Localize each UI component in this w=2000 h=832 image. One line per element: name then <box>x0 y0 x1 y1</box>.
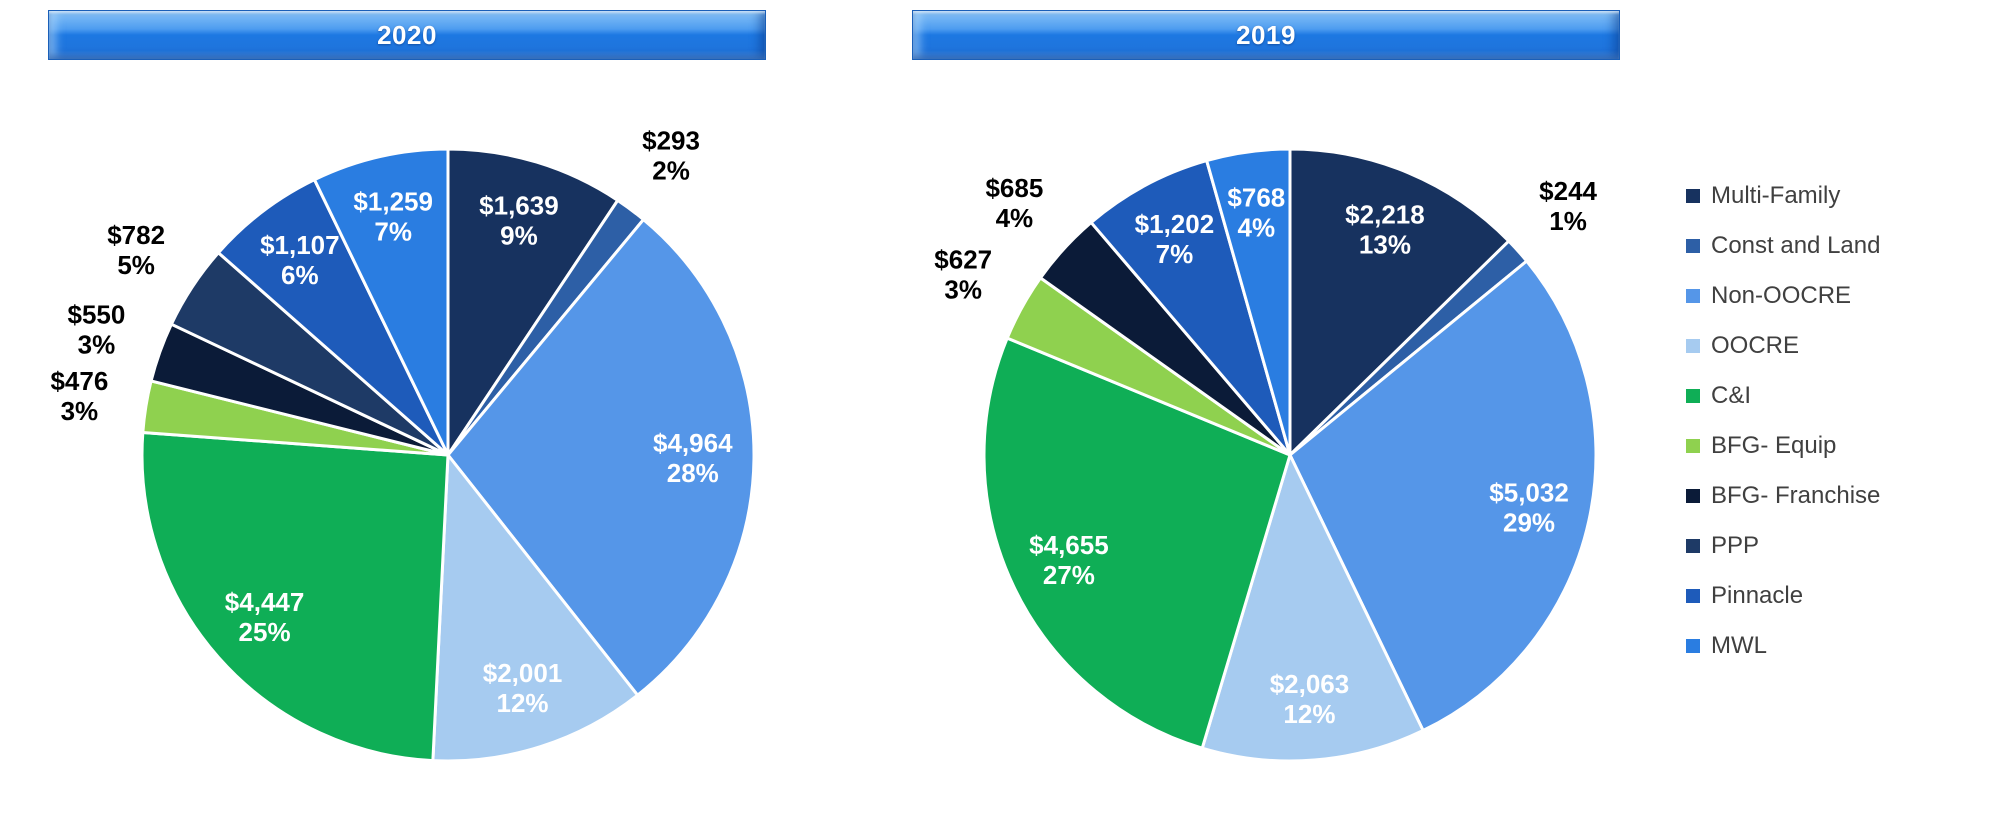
legend-swatch-icon <box>1686 489 1700 503</box>
chart-title-2020: 2020 <box>377 19 437 50</box>
pie-slice-OOCRE <box>431 453 640 763</box>
slice-label-BFG- Franchise: $685 4% <box>985 173 1043 233</box>
pie-chart-2020: $1,639 9% $293 2% $4,964 28% $2,001 12% $4,447 25… <box>50 126 756 763</box>
slice-label-C&I: $4,447 25% <box>225 587 305 647</box>
pie-chart-2019: $2,218 13% $244 1% $5,032 29% $2,063 12% $4,655 2… <box>934 147 1598 763</box>
slice-label-OOCRE: $2,001 12% <box>483 658 563 718</box>
slice-label-Pinnacle: $1,107 6% <box>260 230 340 290</box>
slice-label-OOCRE: $2,063 12% <box>1270 669 1350 729</box>
slice-label-BFG- Equip: $476 3% <box>50 366 108 426</box>
pie-slice-MWL <box>1205 147 1292 457</box>
pie-slice-Pinnacle <box>216 178 450 457</box>
slice-label-Multi-Family: $2,218 13% <box>1345 199 1425 259</box>
legend-item-Const and Land: Const and Land <box>1686 232 1880 260</box>
slice-label-BFG- Equip: $627 3% <box>934 245 992 305</box>
legend-item-PPP: PPP <box>1686 532 1880 560</box>
legend-swatch-icon <box>1686 639 1700 653</box>
pie-slice-OOCRE <box>1200 453 1425 763</box>
legend-item-C&I: C&I <box>1686 382 1880 410</box>
chart-title-2019: 2019 <box>1236 19 1296 50</box>
legend-item-BFG- Franchise: BFG- Franchise <box>1686 482 1880 510</box>
legend-swatch-icon <box>1686 439 1700 453</box>
legend-swatch-icon <box>1686 189 1700 203</box>
slice-label-Pinnacle: $1,202 7% <box>1135 209 1215 269</box>
pie-slice-MWL <box>312 147 450 457</box>
legend-item-Non-OOCRE: Non-OOCRE <box>1686 282 1880 310</box>
legend-label: PPP <box>1711 532 1760 559</box>
slice-label-Non-OOCRE: $4,964 28% <box>653 428 733 488</box>
slice-label-BFG- Franchise: $550 3% <box>68 299 126 359</box>
legend-label: C&I <box>1711 382 1752 409</box>
pie-slice-C&I <box>982 336 1292 750</box>
legend-label: BFG- Franchise <box>1711 482 1881 509</box>
chart-title-banner-2020: 2020 <box>48 10 766 60</box>
slice-label-Const and Land: $244 1% <box>1539 176 1597 236</box>
slice-label-MWL: $768 4% <box>1227 183 1285 243</box>
legend-item-Multi-Family: Multi-Family <box>1686 182 1880 210</box>
pie-slice-Multi-Family <box>1288 147 1511 457</box>
legend-item-OOCRE: OOCRE <box>1686 332 1880 360</box>
legend-swatch-icon <box>1686 239 1700 253</box>
chart-title-banner-2019: 2019 <box>912 10 1620 60</box>
pie-slice-Non-OOCRE <box>446 218 756 697</box>
legend-swatch-icon <box>1686 339 1700 353</box>
legend-label: BFG- Equip <box>1711 432 1837 459</box>
slice-label-PPP: $782 5% <box>107 220 165 280</box>
legend-swatch-icon <box>1686 289 1700 303</box>
legend-item-Pinnacle: Pinnacle <box>1686 582 1880 610</box>
legend-swatch-icon <box>1686 539 1700 553</box>
legend-swatch-icon <box>1686 389 1700 403</box>
slice-label-Const and Land: $293 2% <box>642 126 700 186</box>
pie-slice-Multi-Family <box>446 147 620 457</box>
legend-item-BFG- Equip: BFG- Equip <box>1686 432 1880 460</box>
pie-slice-C&I <box>140 430 450 763</box>
legend-label: Multi-Family <box>1711 182 1841 209</box>
legend-label: Non-OOCRE <box>1711 282 1852 309</box>
slice-label-MWL: $1,259 7% <box>353 186 433 246</box>
legend-swatch-icon <box>1686 589 1700 603</box>
legend-label: MWL <box>1711 632 1767 659</box>
chart-legend: Multi-Family Const and Land Non-OOCRE OOCRE… <box>1686 182 1880 660</box>
slice-label-Multi-Family: $1,639 9% <box>479 191 559 251</box>
legend-item-MWL: MWL <box>1686 632 1880 660</box>
pie-slice-Pinnacle <box>1089 159 1292 457</box>
slice-label-Non-OOCRE: $5,032 29% <box>1489 478 1569 538</box>
slice-label-C&I: $4,655 27% <box>1029 530 1109 590</box>
legend-label: Pinnacle <box>1711 582 1804 609</box>
legend-label: Const and Land <box>1711 232 1881 259</box>
legend-label: OOCRE <box>1711 332 1800 359</box>
